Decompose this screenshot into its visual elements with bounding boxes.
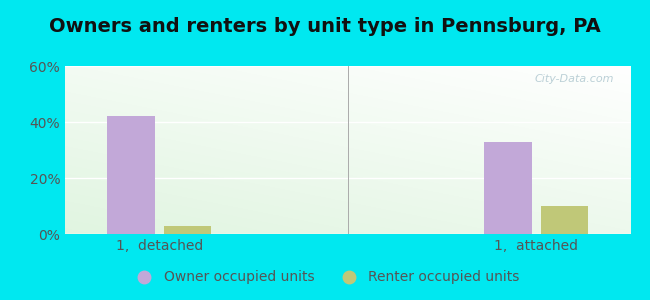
Text: City-Data.com: City-Data.com xyxy=(534,74,614,84)
Bar xyxy=(484,142,532,234)
Bar xyxy=(164,226,211,234)
Legend: Owner occupied units, Renter occupied units: Owner occupied units, Renter occupied un… xyxy=(125,265,525,290)
Bar xyxy=(107,116,155,234)
Text: Owners and renters by unit type in Pennsburg, PA: Owners and renters by unit type in Penns… xyxy=(49,17,601,37)
Bar xyxy=(541,206,588,234)
